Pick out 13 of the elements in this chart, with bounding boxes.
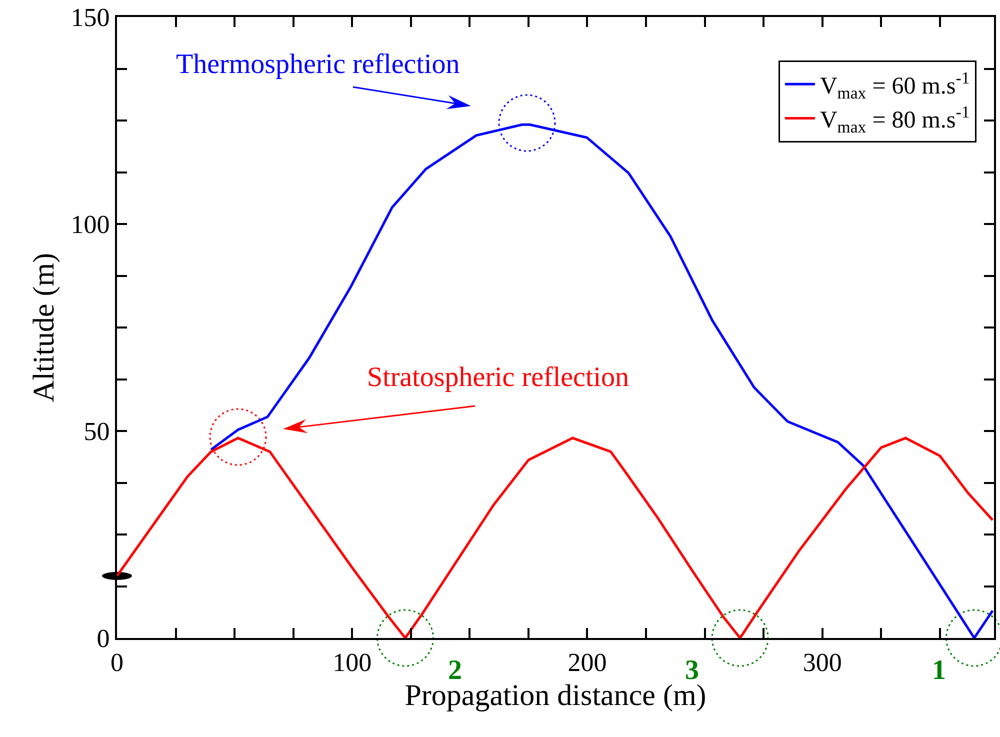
annotation: 1: [932, 655, 946, 686]
x-tick-label: 300: [802, 648, 842, 678]
y-tick-label: 100: [70, 210, 110, 240]
annotation: Stratospheric reflection: [367, 362, 630, 393]
x-tick-label: 100: [332, 648, 372, 678]
annotation: Thermospheric reflection: [176, 49, 460, 80]
x-tick-label: 200: [568, 648, 607, 678]
y-tick-label: 50: [84, 417, 110, 446]
legend-label: V$_{max}$ = 80 m.s$^{-1}$: [820, 102, 970, 137]
legend-label: V$_{max}$ = 60 m.s$^{-1}$: [820, 68, 970, 102]
y-tick-label: 0: [96, 624, 110, 654]
y-axis-title: Altitude (m): [27, 252, 60, 402]
y-tick-label: 150: [70, 3, 110, 32]
